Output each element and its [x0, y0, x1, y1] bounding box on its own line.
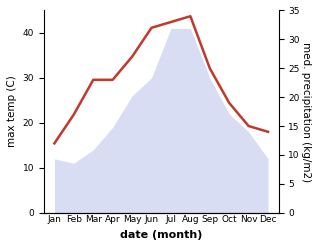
Y-axis label: max temp (C): max temp (C)	[7, 76, 17, 147]
Y-axis label: med. precipitation (kg/m2): med. precipitation (kg/m2)	[301, 41, 311, 182]
X-axis label: date (month): date (month)	[120, 230, 203, 240]
